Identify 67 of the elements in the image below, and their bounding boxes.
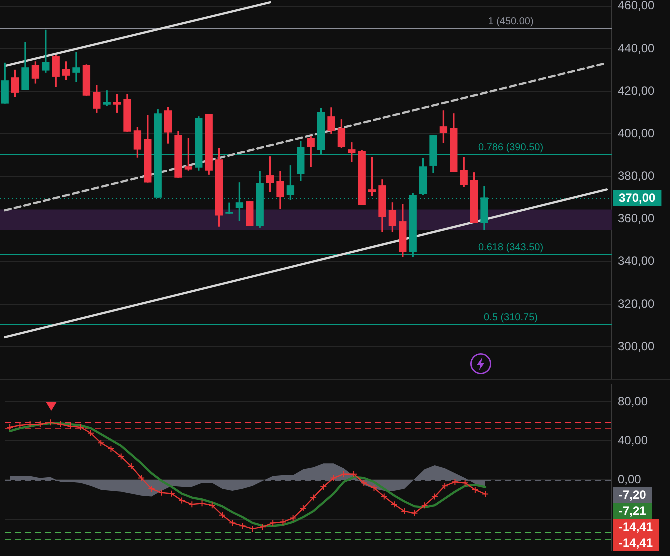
y-tick-label: 360,00 xyxy=(618,212,656,226)
ref-line-label: 1 (450.00) xyxy=(488,16,534,28)
point xyxy=(290,514,297,522)
point xyxy=(300,505,307,512)
point xyxy=(270,520,277,527)
point xyxy=(411,510,418,517)
point xyxy=(208,502,216,510)
point xyxy=(401,508,408,515)
point xyxy=(380,493,388,500)
point xyxy=(310,494,318,502)
point xyxy=(249,526,256,533)
point xyxy=(431,493,438,500)
point xyxy=(98,440,105,447)
text: -7,21 xyxy=(619,504,647,518)
point xyxy=(472,486,479,494)
point xyxy=(442,482,449,490)
point xyxy=(229,520,236,527)
text: -7,20 xyxy=(619,488,647,502)
point xyxy=(118,453,125,460)
point xyxy=(390,501,398,508)
point xyxy=(87,430,94,437)
ref-line-label: 0.618 (343.50) xyxy=(478,242,544,254)
point xyxy=(280,518,287,526)
y-tick-label: 300,00 xyxy=(618,339,656,354)
point xyxy=(138,474,146,482)
point xyxy=(158,489,166,496)
y-tick-label: 40,00 xyxy=(618,433,648,448)
y-tick-label: 0,00 xyxy=(618,472,642,487)
point xyxy=(198,500,206,508)
text: -14,41 xyxy=(619,520,654,534)
point xyxy=(259,524,266,531)
point xyxy=(128,463,135,470)
candlestick xyxy=(226,202,234,214)
point xyxy=(360,480,368,487)
point xyxy=(462,480,469,487)
point xyxy=(77,424,84,431)
point xyxy=(148,485,156,492)
point xyxy=(330,474,338,482)
y-tick-label: 380,00 xyxy=(618,169,656,184)
point xyxy=(47,419,54,426)
y-tick-label: 320,00 xyxy=(618,296,656,311)
ref-line-label: 0.786 (390.50) xyxy=(478,142,544,154)
point xyxy=(340,470,348,478)
y-tick-label: 440,00 xyxy=(618,41,656,56)
point xyxy=(239,522,246,530)
ref-line-label: 370,00 xyxy=(619,190,656,205)
point xyxy=(452,478,459,486)
point xyxy=(370,484,378,492)
point xyxy=(178,497,186,504)
point xyxy=(219,512,226,519)
ref-line-label: 0.5 (310.75) xyxy=(484,312,538,324)
point xyxy=(16,422,24,430)
candlestick xyxy=(72,52,80,82)
point xyxy=(421,502,428,510)
text: -14,41 xyxy=(619,536,654,550)
point xyxy=(188,501,196,508)
point xyxy=(168,490,176,498)
y-tick-label: 460,00 xyxy=(618,0,656,13)
point xyxy=(108,445,115,452)
y-tick-label: 400,00 xyxy=(618,126,656,140)
y-tick-label: 340,00 xyxy=(618,254,656,268)
y-tick-label: 80,00 xyxy=(618,394,648,408)
point xyxy=(67,423,74,430)
y-tick-label: 420,00 xyxy=(618,84,656,98)
point xyxy=(350,470,358,478)
point xyxy=(320,484,328,491)
point xyxy=(57,421,64,428)
